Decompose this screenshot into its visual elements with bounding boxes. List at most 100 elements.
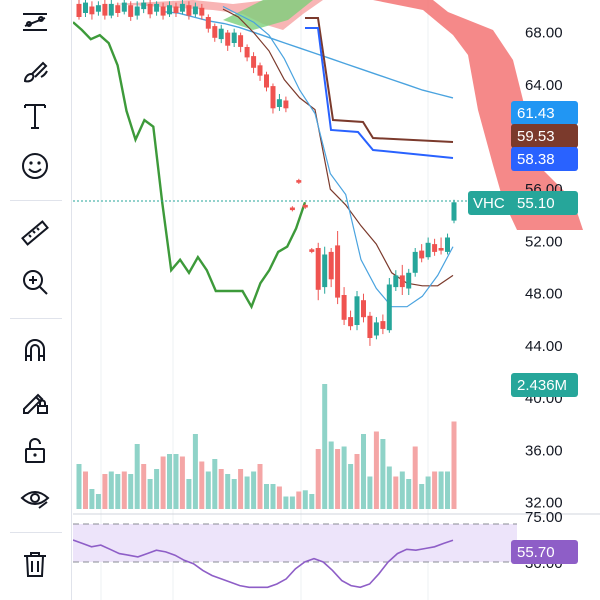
candle-body	[257, 65, 263, 76]
candle-body	[289, 207, 295, 211]
brush-icon[interactable]	[12, 51, 58, 91]
candle-down	[147, 0, 153, 19]
candle-body	[335, 245, 341, 298]
candle-down	[283, 96, 289, 113]
ruler-icon[interactable]	[12, 213, 58, 253]
volume-bar	[128, 474, 134, 509]
chart-area[interactable]: 68.00 64.00 56.00 52.00 48.00 44.00 40.00 36.00…	[73, 0, 600, 600]
candle-up	[451, 199, 457, 224]
candle-body	[445, 237, 450, 252]
candle-body	[95, 5, 101, 12]
candle-down	[160, 2, 166, 20]
volume-bar	[361, 434, 366, 509]
price-chart[interactable]: 68.0064.0056.0052.0048.0044.0040.0036.00…	[73, 0, 600, 600]
candle-body	[141, 2, 147, 10]
candle-down	[380, 314, 386, 335]
candle-body	[173, 6, 179, 13]
volume-bar	[264, 484, 269, 509]
emoji-icon[interactable]	[12, 146, 58, 186]
volume-bar	[231, 479, 237, 509]
unlock-icon[interactable]	[12, 430, 58, 470]
volume-bar	[212, 459, 218, 509]
lock-drawings-icon[interactable]	[12, 381, 58, 421]
candle-body	[367, 315, 373, 338]
candle-body	[412, 251, 418, 273]
volume-bar	[83, 471, 88, 509]
candle-down	[302, 203, 308, 209]
candle-body	[315, 248, 321, 290]
candle-down	[438, 237, 444, 255]
candle-up	[95, 1, 101, 16]
volume-bar	[309, 494, 315, 509]
lagging-span-line	[73, 21, 307, 310]
toolbar-divider	[10, 318, 62, 319]
candle-up	[354, 291, 360, 331]
y-tick-label: 32.00	[525, 495, 563, 512]
candle-body	[296, 180, 302, 183]
candle-body	[406, 272, 412, 289]
rsi-badge-value: 55.70	[517, 544, 555, 561]
volume-bar	[179, 456, 185, 509]
candle-up	[141, 0, 147, 14]
candle-body	[108, 3, 114, 16]
candle-body	[199, 7, 205, 16]
price-badge-value: 61.43	[517, 105, 555, 122]
candle-down	[399, 264, 405, 295]
volume-bar	[348, 464, 354, 509]
price-badge-box	[511, 147, 578, 171]
candle-down	[212, 23, 218, 42]
volume-bar	[141, 464, 147, 509]
volume-bar	[393, 476, 399, 509]
candle-body	[225, 32, 231, 46]
volume-bar	[160, 456, 166, 509]
candle-body	[328, 251, 334, 280]
candle-down	[264, 71, 269, 92]
price-badge-value: 55.10	[517, 195, 555, 212]
candle-down	[296, 178, 302, 184]
candle-body	[251, 56, 257, 68]
trash-icon[interactable]	[12, 544, 58, 584]
candle-up	[425, 237, 431, 260]
trend-line-icon[interactable]	[12, 2, 58, 42]
volume-bar	[205, 471, 211, 509]
y-tick-label: 44.00	[525, 338, 563, 355]
rsi-value-badge: 55.70	[511, 540, 578, 564]
price-badge-box	[511, 373, 578, 397]
volume-bar	[76, 464, 82, 509]
magnet-icon[interactable]	[12, 330, 58, 370]
volume-bar	[270, 484, 276, 509]
volume-bar	[167, 454, 172, 509]
candle-up	[231, 28, 237, 47]
volume-bar	[121, 471, 127, 509]
candle-up	[179, 0, 185, 15]
tenkan-line	[305, 27, 454, 159]
candle-up	[276, 94, 282, 111]
candle-down	[251, 52, 257, 74]
symbol-badge	[468, 191, 516, 215]
candle-body	[322, 254, 328, 288]
candle-up	[192, 2, 198, 17]
candle-down	[102, 0, 108, 20]
volume-bar	[95, 494, 101, 509]
candle-down	[238, 32, 244, 53]
volume-bar	[154, 469, 160, 509]
text-icon[interactable]	[12, 96, 58, 136]
volume-bar	[108, 471, 114, 509]
volume-bar	[218, 469, 224, 509]
price-badge: 61.43	[511, 101, 578, 125]
candle-up	[386, 278, 392, 333]
volume-bar	[296, 491, 302, 509]
candle-down	[367, 311, 373, 346]
indicator-light-blue-line	[162, 11, 454, 99]
y-tick-label: 36.00	[525, 442, 563, 459]
candle-up	[121, 0, 127, 15]
volume-bar	[432, 471, 438, 509]
candle-down	[199, 3, 205, 20]
zoom-in-icon[interactable]	[12, 262, 58, 302]
candle-body	[419, 250, 425, 259]
price-badge-box	[511, 124, 578, 148]
candle-up	[134, 1, 140, 20]
volume-bar	[438, 471, 444, 509]
eye-icon[interactable]	[12, 478, 58, 518]
candle-body	[238, 35, 244, 47]
